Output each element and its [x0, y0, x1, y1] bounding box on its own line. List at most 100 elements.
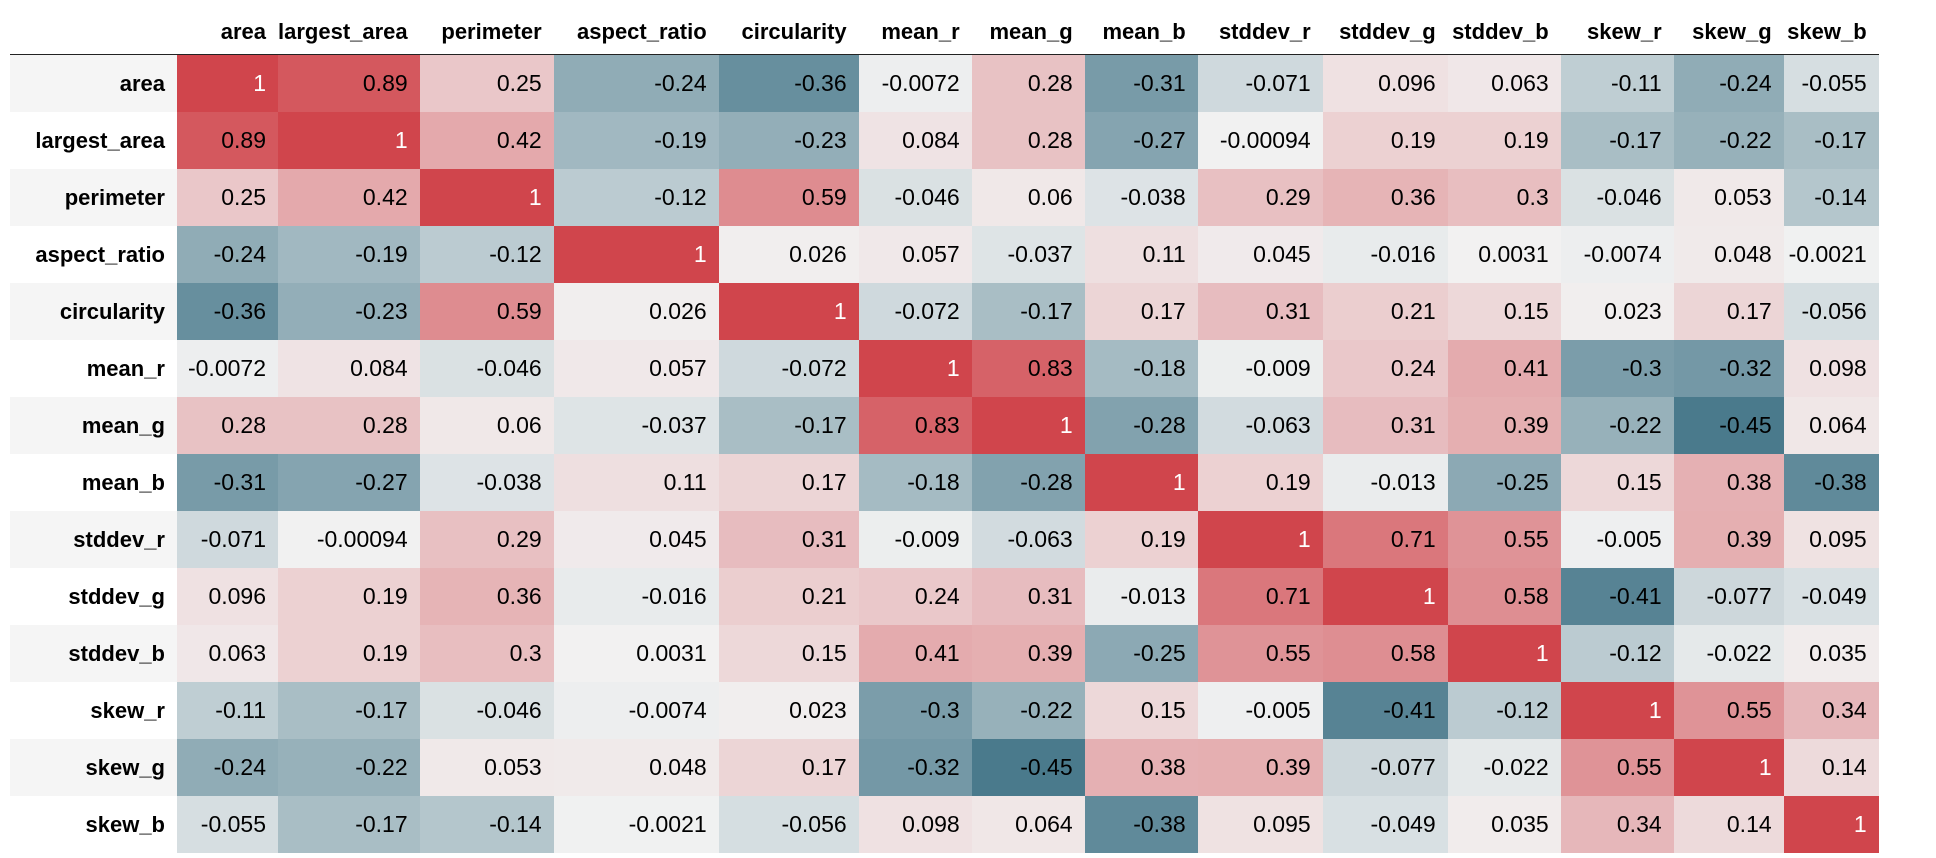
heatmap-cell: 0.89 [177, 112, 278, 169]
heatmap-cell: -0.17 [278, 682, 420, 739]
heatmap-cell: 0.06 [971, 169, 1085, 226]
table-body: area 1 0.89 0.25 -0.24 -0.36 -0.0072 0.28 -0.31-… [10, 54, 1879, 853]
heatmap-cell: -0.23 [278, 283, 420, 340]
heatmap-cell: 1 [718, 283, 859, 340]
heatmap-cell: 0.048 [1673, 226, 1784, 283]
corner-cell [10, 10, 177, 55]
heatmap-cell: 0.39 [1447, 397, 1561, 454]
heatmap-cell: 1 [1783, 796, 1879, 853]
heatmap-cell: -0.077 [1322, 739, 1448, 796]
heatmap-cell: 0.17 [1673, 283, 1784, 340]
heatmap-cell: -0.0074 [553, 682, 719, 739]
heatmap-cell: 0.19 [1322, 112, 1448, 169]
heatmap-cell: -0.056 [1783, 283, 1879, 340]
heatmap-cell: 0.19 [278, 568, 420, 625]
heatmap-cell: -0.046 [1560, 169, 1674, 226]
heatmap-cell: -0.32 [858, 739, 972, 796]
heatmap-cell: -0.037 [553, 397, 719, 454]
heatmap-cell: 0.15 [1084, 682, 1198, 739]
heatmap-cell: -0.038 [1084, 169, 1198, 226]
heatmap-cell: -0.24 [553, 54, 719, 112]
heatmap-cell: -0.046 [858, 169, 972, 226]
heatmap-cell: -0.005 [1560, 511, 1674, 568]
heatmap-cell: -0.005 [1197, 682, 1323, 739]
heatmap-cell: 1 [971, 397, 1085, 454]
heatmap-cell: 0.045 [1197, 226, 1323, 283]
heatmap-cell: -0.45 [971, 739, 1085, 796]
table-row: mean_g 0.28 0.28 0.06 -0.037 -0.17 0.83 1 -0.28-… [10, 397, 1879, 454]
heatmap-cell: -0.17 [1560, 112, 1674, 169]
heatmap-cell: -0.046 [419, 340, 554, 397]
heatmap-cell: -0.22 [971, 682, 1085, 739]
heatmap-cell: 0.21 [718, 568, 859, 625]
heatmap-cell: 0.31 [718, 511, 859, 568]
heatmap-cell: -0.27 [1084, 112, 1198, 169]
heatmap-cell: -0.24 [1673, 54, 1784, 112]
heatmap-cell: -0.3 [858, 682, 972, 739]
heatmap-cell: -0.009 [1197, 340, 1323, 397]
heatmap-cell: 0.11 [553, 454, 719, 511]
heatmap-cell: 1 [278, 112, 420, 169]
heatmap-cell: -0.11 [1560, 54, 1674, 112]
heatmap-cell: -0.22 [1673, 112, 1784, 169]
table-row: area 1 0.89 0.25 -0.24 -0.36 -0.0072 0.28 -0.31-… [10, 54, 1879, 112]
heatmap-cell: 0.28 [971, 112, 1085, 169]
heatmap-cell: -0.36 [177, 283, 278, 340]
heatmap-cell: -0.049 [1783, 568, 1879, 625]
heatmap-cell: -0.049 [1322, 796, 1448, 853]
heatmap-cell: 1 [1322, 568, 1448, 625]
heatmap-cell: 0.053 [419, 739, 554, 796]
heatmap-cell: 0.28 [278, 397, 420, 454]
heatmap-cell: -0.013 [1322, 454, 1448, 511]
heatmap-cell: -0.046 [419, 682, 554, 739]
table-row: stddev_b 0.063 0.19 0.3 0.0031 0.15 0.41 0.39 -0… [10, 625, 1879, 682]
table-row: skew_b -0.055 -0.17 -0.14 -0.0021 -0.056 0.098… [10, 796, 1879, 853]
heatmap-cell: 0.29 [419, 511, 554, 568]
header-row: area largest_area perimeter aspect_ratio cir… [10, 10, 1879, 55]
correlation-table: area largest_area perimeter aspect_ratio cir… [10, 10, 1879, 853]
heatmap-cell: 0.59 [419, 283, 554, 340]
heatmap-cell: -0.17 [718, 397, 859, 454]
heatmap-cell: -0.038 [419, 454, 554, 511]
heatmap-cell: 0.55 [1447, 511, 1561, 568]
heatmap-cell: -0.38 [1783, 454, 1879, 511]
heatmap-cell: -0.072 [718, 340, 859, 397]
heatmap-cell: 0.064 [1783, 397, 1879, 454]
heatmap-cell: -0.12 [553, 169, 719, 226]
heatmap-cell: 1 [177, 54, 278, 112]
heatmap-cell: 0.38 [1673, 454, 1784, 511]
heatmap-cell: 0.55 [1560, 739, 1674, 796]
heatmap-cell: -0.00094 [278, 511, 420, 568]
column-header-perimeter: perimeter [419, 10, 554, 55]
heatmap-cell: -0.28 [971, 454, 1085, 511]
heatmap-cell: 0.14 [1783, 739, 1879, 796]
heatmap-cell: -0.32 [1673, 340, 1784, 397]
heatmap-cell: 0.29 [1197, 169, 1323, 226]
heatmap-cell: -0.31 [1084, 54, 1198, 112]
row-header-stddev-b: stddev_b [10, 625, 177, 682]
heatmap-cell: -0.022 [1447, 739, 1561, 796]
heatmap-cell: -0.0072 [858, 54, 972, 112]
heatmap-cell: 1 [1084, 454, 1198, 511]
column-header-largest-area: largest_area [278, 10, 420, 55]
heatmap-cell: 0.42 [419, 112, 554, 169]
heatmap-cell: 0.084 [278, 340, 420, 397]
heatmap-cell: 0.24 [1322, 340, 1448, 397]
table-row: stddev_g 0.096 0.19 0.36 -0.016 0.21 0.24 0.31-… [10, 568, 1879, 625]
row-header-stddev-g: stddev_g [10, 568, 177, 625]
table-row: skew_g -0.24 -0.22 0.053 0.048 0.17 -0.32 -0.45… [10, 739, 1879, 796]
heatmap-cell: 0.25 [419, 54, 554, 112]
heatmap-cell: -0.41 [1322, 682, 1448, 739]
heatmap-cell: 0.34 [1560, 796, 1674, 853]
column-header-aspect-ratio: aspect_ratio [553, 10, 719, 55]
heatmap-cell: -0.36 [718, 54, 859, 112]
heatmap-cell: 0.31 [1197, 283, 1323, 340]
column-header-skew-r: skew_r [1560, 10, 1674, 55]
heatmap-cell: -0.25 [1447, 454, 1561, 511]
heatmap-cell: -0.31 [177, 454, 278, 511]
heatmap-cell: 0.095 [1783, 511, 1879, 568]
heatmap-cell: 0.19 [1447, 112, 1561, 169]
heatmap-cell: 0.11 [1084, 226, 1198, 283]
heatmap-cell: -0.19 [553, 112, 719, 169]
heatmap-cell: -0.17 [971, 283, 1085, 340]
